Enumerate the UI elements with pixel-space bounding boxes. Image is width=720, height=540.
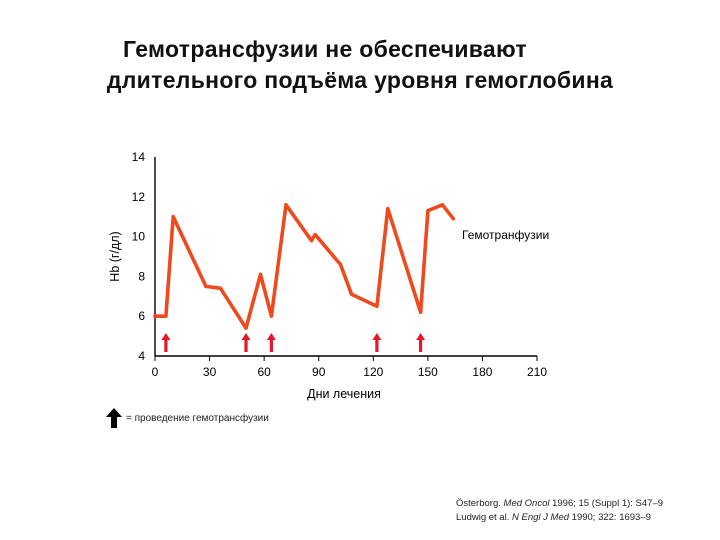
series-point xyxy=(418,310,423,314)
series-label: Гемотранфузии xyxy=(462,228,549,242)
chart-title-line2: длительного подъёма уровня гемоглобина xyxy=(106,67,614,93)
series-point xyxy=(375,304,379,308)
x-tick-label: 90 xyxy=(312,365,326,379)
series-point xyxy=(153,314,157,318)
series-point xyxy=(218,286,223,290)
series-point xyxy=(426,209,430,213)
transfusion-arrow-icon xyxy=(372,333,382,352)
series-point xyxy=(338,262,343,267)
transfusion-arrow-icon xyxy=(416,333,426,352)
chart-title-line1: Гемотрансфузии не обеспечивают xyxy=(123,36,527,62)
series-point xyxy=(440,203,445,207)
transfusion-arrow-legend-icon xyxy=(106,408,122,428)
series-point xyxy=(164,314,168,318)
series-point xyxy=(204,284,208,288)
y-tick-label: 6 xyxy=(138,309,145,323)
series-point xyxy=(171,215,175,219)
x-tick-label: 0 xyxy=(152,365,159,379)
series-point xyxy=(269,314,274,318)
transfusion-arrow-icon xyxy=(161,333,171,352)
y-tick-label: 14 xyxy=(132,150,146,164)
y-tick-label: 8 xyxy=(138,269,145,283)
y-axis-title: Hb (г/дл) xyxy=(108,231,122,281)
x-tick-label: 210 xyxy=(527,365,547,379)
series-point xyxy=(386,207,390,211)
series-point xyxy=(313,233,317,237)
reference-2: Ludwig et al. N Engl J Med 1990; 322: 16… xyxy=(456,512,651,523)
x-tick-label: 60 xyxy=(257,365,271,379)
chart-title: Гемотрансфузии не обеспечивают длительно… xyxy=(40,34,680,96)
y-tick-label: 4 xyxy=(138,349,145,363)
transfusion-arrow-icon xyxy=(266,333,276,352)
series-point xyxy=(284,203,288,207)
x-tick-label: 120 xyxy=(363,365,383,379)
series-point xyxy=(244,326,248,330)
transfusion-arrow-icon xyxy=(241,333,251,352)
x-tick-label: 150 xyxy=(418,365,438,379)
references: Österborg. Med Oncol 1996; 15 (Suppl 1):… xyxy=(456,497,663,525)
x-axis-title: Дни лечения xyxy=(307,387,381,401)
legend-text: = проведение гемотрансфузии xyxy=(126,412,269,424)
reference-1: Österborg. Med Oncol 1996; 15 (Suppl 1):… xyxy=(456,498,664,509)
series-line-hemotransfusion xyxy=(153,203,456,330)
x-tick-label: 180 xyxy=(472,365,492,379)
series-point xyxy=(349,292,354,296)
legend: = проведение гемотрансфузии xyxy=(106,408,269,428)
series-point xyxy=(451,217,455,221)
series-point xyxy=(309,238,314,243)
y-tick-label: 12 xyxy=(132,190,146,204)
y-tick-label: 10 xyxy=(132,230,146,244)
x-tick-label: 30 xyxy=(203,365,217,379)
series-point xyxy=(258,272,263,277)
